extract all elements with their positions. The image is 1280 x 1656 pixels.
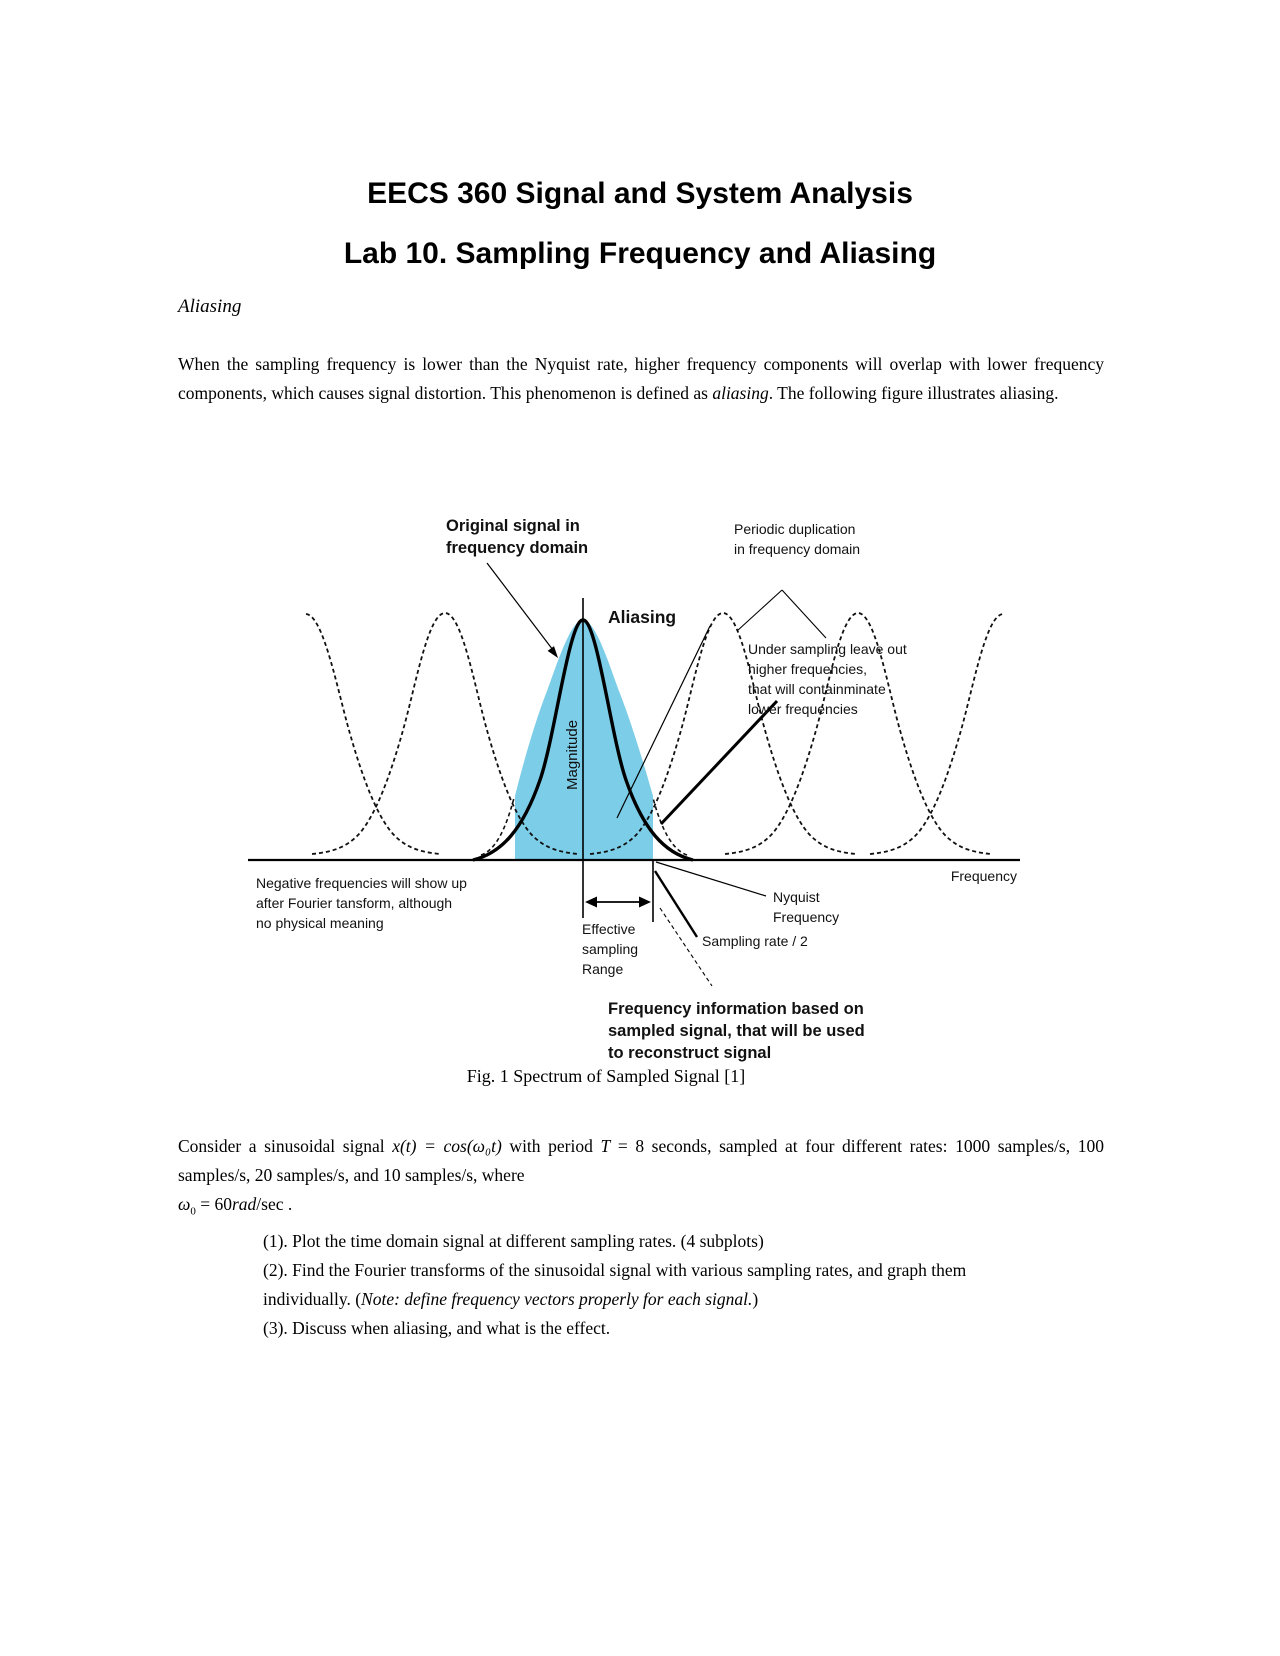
omega-tail: /sec .	[256, 1194, 293, 1214]
label-undersampling-line2: higher frequencies,	[748, 661, 867, 677]
nyquist-pointer-line	[655, 861, 767, 897]
original-signal-pointer-line	[486, 562, 557, 655]
problem-math-xt: x(t) = cos(ω₀t)	[392, 1136, 502, 1156]
original-signal-pointer-arrowhead	[547, 646, 558, 658]
periodic-duplication-fan-left	[736, 589, 783, 632]
label-reconstruct-line1: Frequency information based on	[608, 1000, 864, 1018]
sampled-band-region	[515, 620, 653, 860]
label-periodic-duplication-line1: Periodic duplication	[734, 521, 855, 537]
label-nyquist-line2: Frequency	[773, 909, 839, 925]
task-item-3: (3). Discuss when aliasing, and what is …	[263, 1317, 611, 1338]
label-reconstruct-line2: sampled signal, that will be used	[608, 1022, 865, 1040]
replica-curve-right-partial	[869, 613, 1004, 855]
document-title-line2: Lab 10. Sampling Frequency and Aliasing	[343, 237, 937, 270]
undersampling-pointer-line	[659, 699, 779, 826]
label-effective-line1: Effective	[582, 921, 636, 937]
magnitude-axis-label: Magnitude	[564, 720, 581, 790]
label-undersampling-line3: that will containminate	[748, 681, 886, 697]
envelope-tail-right	[652, 797, 688, 856]
label-aliasing: Aliasing	[608, 607, 676, 627]
omega-equals: = 60	[195, 1194, 232, 1214]
label-original-signal-line1: Original signal in	[446, 517, 580, 535]
problem-section: Consider a sinusoidal signal x(t) = cos(…	[178, 1132, 1104, 1343]
sampling-rate-pointer-line	[653, 870, 699, 938]
task-item-2-close: )	[752, 1288, 759, 1309]
task-item-2: (2). Find the Fourier transforms of the …	[263, 1256, 1029, 1314]
effective-range-arrowhead-right	[639, 896, 651, 908]
intro-paragraph: When the sampling frequency is lower tha…	[178, 350, 1104, 408]
task-item-2-note: Note: define frequency vectors properly …	[361, 1288, 753, 1309]
envelope-tail-left	[480, 797, 515, 856]
problem-statement: Consider a sinusoidal signal x(t) = cos(…	[178, 1132, 1104, 1190]
problem-text-2: with period	[501, 1136, 601, 1156]
label-effective-line3: Range	[582, 961, 623, 977]
label-nyquist-line1: Nyquist	[773, 889, 820, 905]
label-effective-line2: sampling	[582, 941, 638, 957]
problem-text-3: = 8 seconds, sampled at four different r…	[178, 1136, 1104, 1185]
reconstruct-pointer-line	[659, 907, 713, 987]
label-negative-frequencies-line1: Negative frequencies will show up	[256, 875, 467, 891]
omega-symbol: ω	[178, 1194, 191, 1214]
omega-rad: rad	[231, 1194, 257, 1214]
label-periodic-duplication-line2: in frequency domain	[734, 541, 860, 557]
task-item-1: (1). Plot the time domain signal at diff…	[263, 1230, 764, 1251]
aliasing-pointer-line	[616, 625, 711, 819]
replica-curve-left-partial	[305, 613, 441, 855]
label-undersampling-line4: lower frequencies	[748, 701, 858, 717]
problem-text-1: Consider a sinusoidal signal	[178, 1136, 393, 1156]
task-list: (1). Plot the time domain signal at diff…	[263, 1227, 1029, 1343]
label-undersampling-line1: Under sampling leave out	[748, 641, 907, 657]
omega-subscript: 0	[190, 1205, 196, 1218]
periodic-duplication-fan-right	[781, 589, 827, 639]
intro-italic-aliasing: aliasing	[712, 383, 769, 403]
intro-text-2: . The following figure illustrates alias…	[768, 383, 1059, 403]
omega-definition: ω0 = 60rad/sec .	[178, 1190, 1104, 1227]
section-heading-aliasing: Aliasing	[178, 296, 242, 317]
figure-caption: Fig. 1 Spectrum of Sampled Signal [1]	[466, 1066, 746, 1086]
label-negative-frequencies-line3: no physical meaning	[256, 915, 384, 931]
document-title-line1: EECS 360 Signal and System Analysis	[367, 177, 913, 210]
intro-text-1: When the sampling frequency is lower tha…	[178, 354, 1104, 403]
effective-range-arrowhead-left	[585, 896, 597, 908]
label-reconstruct-line3: to reconstruct signal	[608, 1044, 771, 1062]
figure-spectrum-diagram: Original signal in frequency domain Peri…	[248, 517, 1020, 1062]
task-item-2-text: (2). Find the Fourier transforms of the …	[263, 1259, 967, 1309]
problem-math-T: T	[600, 1136, 611, 1156]
frequency-axis-label: Frequency	[951, 868, 1017, 884]
label-sampling-rate: Sampling rate / 2	[702, 933, 808, 949]
label-original-signal-line2: frequency domain	[446, 539, 588, 557]
label-negative-frequencies-line2: after Fourier tansform, although	[256, 895, 452, 911]
